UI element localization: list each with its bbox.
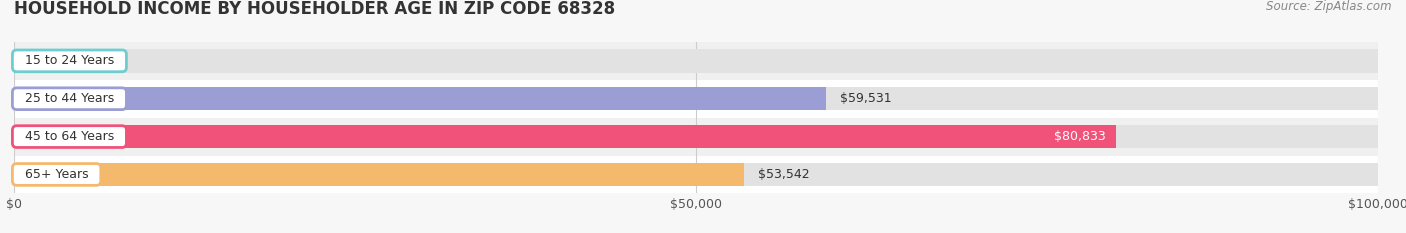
Bar (14, 87, 1378, 110)
Text: $80,833: $80,833 (1054, 130, 1105, 143)
Text: Source: ZipAtlas.com: Source: ZipAtlas.com (1267, 0, 1392, 13)
Text: 65+ Years: 65+ Years (17, 168, 97, 181)
Text: $0: $0 (52, 54, 69, 67)
Bar (14, 87, 825, 110)
Bar (14, 125, 1116, 148)
Bar (14, 80, 1378, 118)
Bar (14, 125, 1378, 148)
Bar (14, 49, 48, 73)
Bar (14, 156, 1378, 193)
Bar (14, 163, 1378, 186)
Bar (14, 42, 1378, 80)
Text: $59,531: $59,531 (839, 92, 891, 105)
Bar (14, 163, 744, 186)
Text: 45 to 64 Years: 45 to 64 Years (17, 130, 122, 143)
Bar (14, 49, 1378, 73)
Bar (14, 118, 1378, 156)
Text: HOUSEHOLD INCOME BY HOUSEHOLDER AGE IN ZIP CODE 68328: HOUSEHOLD INCOME BY HOUSEHOLDER AGE IN Z… (14, 0, 616, 18)
Text: $53,542: $53,542 (758, 168, 810, 181)
Text: 15 to 24 Years: 15 to 24 Years (17, 54, 122, 67)
Text: 25 to 44 Years: 25 to 44 Years (17, 92, 122, 105)
